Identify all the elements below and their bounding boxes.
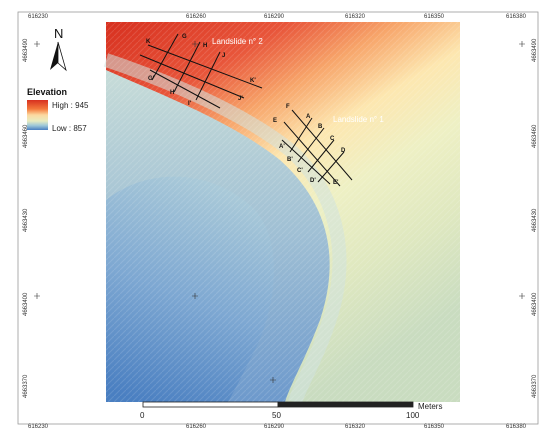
scale-tick-100: 100: [406, 411, 420, 420]
section-point-B: B: [318, 124, 323, 130]
landslide-1-label: Landslide n° 1: [333, 115, 384, 124]
terrain-texture: [106, 22, 460, 402]
scale-tick-50: 50: [272, 411, 281, 420]
landslide-2-labels: K G H J K' G' H' I' J': [146, 34, 256, 107]
coord-left-3: 4663400: [23, 292, 29, 316]
section-point-E-prime: E': [333, 180, 339, 186]
coord-right-1: 4663460: [532, 124, 538, 148]
coord-bottom-3: 616320: [345, 424, 366, 430]
graticule-crosses: [34, 41, 525, 383]
section-point-K-prime: K': [250, 78, 256, 84]
coordinate-labels-bottom: 616230 616260 616290 616320 616350 61638…: [28, 424, 527, 430]
section-point-J-prime: J': [238, 96, 243, 102]
scale-bar-right-segment: [277, 401, 414, 408]
coord-top-2: 616290: [264, 14, 285, 20]
coord-left-4: 4663370: [23, 374, 29, 398]
section-point-G-prime: G': [148, 76, 155, 82]
coordinate-labels-left: 4663490 4663460 4663430 4663400 4663370: [23, 38, 29, 398]
section-point-C-prime: C': [297, 168, 303, 174]
landslide-2-sections: [139, 33, 263, 109]
scale-tick-0: 0: [140, 411, 145, 420]
scale-unit: Meters: [418, 402, 442, 411]
coord-top-3: 616320: [345, 14, 366, 20]
section-point-J: J: [222, 53, 225, 59]
legend-low-label: Low : 857: [52, 124, 87, 133]
coord-left-0: 4663490: [23, 38, 29, 62]
section-point-A-prime: A': [279, 144, 285, 150]
coord-top-5: 616380: [506, 14, 527, 20]
coord-right-4: 4663370: [532, 374, 538, 398]
section-point-C: C: [330, 136, 335, 142]
coord-left-1: 4663460: [23, 124, 29, 148]
legend-high-label: High : 945: [52, 101, 89, 110]
section-point-H-prime: H': [170, 90, 176, 96]
section-point-F: F: [286, 104, 290, 110]
section-point-G: G: [182, 34, 187, 40]
section-point-I-prime: I': [188, 101, 192, 107]
scale-bar-left-segment: [142, 401, 279, 408]
coord-right-0: 4663490: [532, 38, 538, 62]
coord-top-1: 616260: [186, 14, 207, 20]
section-point-K: K: [146, 39, 151, 45]
section-point-H: H: [203, 43, 207, 49]
section-point-D-prime: D': [310, 178, 316, 184]
section-point-D: D: [341, 148, 346, 154]
section-point-A: A: [306, 114, 311, 120]
landslide-2-label: Landslide n° 2: [212, 37, 263, 46]
coord-top-0: 616230: [28, 14, 49, 20]
section-point-B-prime: B': [287, 157, 293, 163]
elevation-legend: Elevation High : 945 Low : 857: [27, 87, 89, 133]
landslide-1-sections: [281, 109, 353, 187]
coord-top-4: 616350: [424, 14, 445, 20]
coord-bottom-0: 616230: [28, 424, 49, 430]
coordinate-labels-right: 4663490 4663460 4663430 4663400 4663370: [532, 38, 538, 398]
coord-right-2: 4663430: [532, 208, 538, 232]
landslide-1-labels: F A B C D E A' B' C' D' E': [273, 104, 346, 186]
north-arrow: N: [50, 26, 67, 72]
legend-color-ramp: [27, 100, 48, 130]
section-point-E: E: [273, 118, 277, 124]
coord-left-2: 4663430: [23, 208, 29, 232]
coord-bottom-5: 616380: [506, 424, 527, 430]
terrain-raster: [103, 22, 460, 405]
north-arrow-label: N: [54, 26, 63, 41]
north-arrow-icon: [50, 42, 58, 70]
coord-bottom-2: 616290: [264, 424, 285, 430]
coord-bottom-4: 616350: [424, 424, 445, 430]
legend-title: Elevation: [27, 87, 67, 97]
coord-bottom-1: 616260: [186, 424, 207, 430]
coordinate-labels-top: 616230 616260 616290 616320 616350 61638…: [28, 14, 527, 20]
coord-right-3: 4663400: [532, 292, 538, 316]
scale-bar: 0 50 100 Meters: [140, 401, 442, 420]
